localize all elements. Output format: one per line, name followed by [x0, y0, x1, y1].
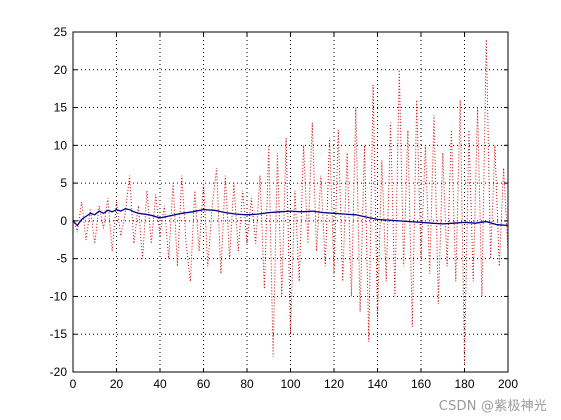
y-tick-label: 10: [54, 138, 68, 152]
x-tick-label: 100: [280, 377, 300, 391]
y-tick-label: 20: [54, 63, 68, 77]
x-tick-label: 200: [498, 377, 518, 391]
x-tick-label: 180: [454, 377, 474, 391]
grid-lines: [73, 32, 508, 372]
series-solid-blue-line: [72, 208, 509, 227]
x-tick-label: 160: [411, 377, 431, 391]
watermark: CSDN @紫极神光: [438, 399, 547, 414]
x-tick-labels: 0 20 40 60 80 100 120 140 160 180 200: [70, 377, 519, 391]
series-dotted-red-line: [72, 39, 509, 365]
tick-marks: [72, 31, 509, 373]
x-tick-label: 0: [70, 377, 77, 391]
y-tick-labels: -20 -15 -10 -5 0 5 10 15 20 25: [50, 25, 68, 379]
series-layer: [72, 39, 509, 365]
x-tick-label: 20: [110, 377, 124, 391]
y-tick-label: 15: [54, 101, 68, 115]
y-tick-label: -15: [50, 327, 68, 341]
y-tick-label: 25: [54, 25, 68, 39]
y-tick-label: -10: [50, 289, 68, 303]
x-tick-label: 40: [153, 377, 167, 391]
y-tick-label: 0: [60, 214, 67, 228]
x-tick-label: 80: [240, 377, 254, 391]
x-tick-label: 60: [197, 377, 211, 391]
y-tick-label: -20: [50, 365, 68, 379]
x-tick-label: 140: [367, 377, 387, 391]
x-tick-label: 120: [324, 377, 344, 391]
y-tick-label: 5: [60, 176, 67, 190]
y-tick-label: -5: [56, 252, 67, 266]
